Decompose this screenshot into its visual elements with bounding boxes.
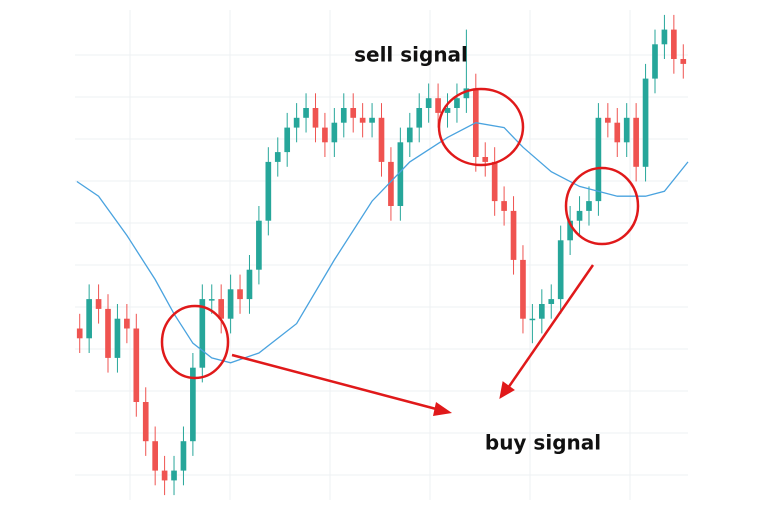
candle-body xyxy=(312,108,319,128)
candle-body xyxy=(293,117,300,128)
candle-body xyxy=(605,117,611,123)
candle-body xyxy=(406,127,413,143)
candle-body xyxy=(595,117,602,202)
candle-body xyxy=(378,117,385,162)
signal-circle xyxy=(564,166,640,246)
candle-body xyxy=(435,98,441,113)
candle-body xyxy=(265,161,272,221)
candle-body xyxy=(199,299,206,368)
annotations xyxy=(160,87,640,416)
arrow xyxy=(506,264,595,389)
candle-body xyxy=(680,59,687,64)
candle-body xyxy=(614,122,621,143)
candle-body xyxy=(256,220,262,270)
candle-body xyxy=(340,108,347,123)
candle-body xyxy=(161,470,168,481)
background-grid xyxy=(75,10,688,500)
candle-body xyxy=(152,441,158,471)
candle-body xyxy=(105,308,111,358)
candle-body xyxy=(501,201,507,211)
candle-body xyxy=(133,328,140,402)
candle-body xyxy=(350,108,357,118)
candle-body xyxy=(303,108,309,118)
candle-body xyxy=(520,259,526,319)
candle-body xyxy=(95,299,102,309)
candle-body xyxy=(463,88,470,99)
candle-body xyxy=(425,98,432,108)
candle-body xyxy=(388,161,394,206)
candle-body xyxy=(567,220,573,241)
candle-body xyxy=(482,157,489,162)
candle-body xyxy=(284,127,291,153)
candle-body xyxy=(331,122,338,143)
arrow-head xyxy=(433,402,452,416)
candle-body xyxy=(180,441,187,471)
annotation: buy signal xyxy=(485,431,601,455)
candle-body xyxy=(322,127,328,143)
candle-body xyxy=(218,299,225,319)
candle-body xyxy=(576,210,583,221)
candle-body xyxy=(671,29,677,59)
candle-body xyxy=(416,108,423,128)
candle-body xyxy=(369,117,375,123)
candle-body xyxy=(557,240,564,300)
candle-body xyxy=(510,210,517,260)
candle-body xyxy=(652,44,658,79)
annotation: sell signal xyxy=(354,43,468,67)
candle-body xyxy=(208,299,215,301)
candle-body xyxy=(661,29,668,45)
candle-body xyxy=(124,318,130,329)
plot-area xyxy=(76,14,689,496)
candle-body xyxy=(114,318,121,358)
candle-body xyxy=(586,201,592,211)
candle-body xyxy=(454,98,460,108)
candle-body xyxy=(171,470,177,481)
signal-circle xyxy=(437,87,525,167)
moving-average-line xyxy=(76,122,689,364)
candle-body xyxy=(190,367,196,442)
candle-body xyxy=(246,269,253,300)
signal-circle xyxy=(160,304,230,380)
candle-body xyxy=(642,78,649,167)
candle-body xyxy=(538,304,545,319)
candle-body xyxy=(86,299,92,339)
arrow xyxy=(231,353,441,412)
arrow-head xyxy=(499,381,515,399)
candle-body xyxy=(529,318,536,321)
candle-body xyxy=(491,161,498,202)
candle-body xyxy=(142,402,149,442)
candle-body xyxy=(76,328,83,339)
candle-body xyxy=(274,152,281,162)
candle-body xyxy=(359,117,366,123)
candle-body xyxy=(548,299,555,304)
candle-body xyxy=(623,117,630,143)
candle-body xyxy=(237,289,243,300)
candle-body xyxy=(397,142,404,206)
candle-body xyxy=(633,117,639,167)
candle-body xyxy=(227,289,234,319)
candle-body xyxy=(444,108,451,113)
